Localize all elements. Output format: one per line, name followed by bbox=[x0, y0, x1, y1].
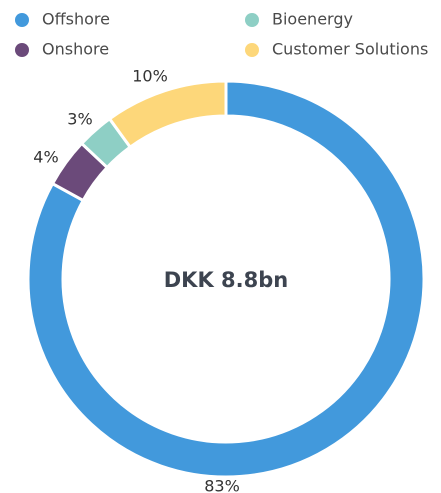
legend-marker bbox=[245, 43, 259, 57]
legend-label: Onshore bbox=[42, 40, 109, 59]
center-label: DKK 8.8bn bbox=[164, 268, 288, 292]
data-label: 83% bbox=[204, 477, 240, 493]
donut-segment bbox=[107, 79, 228, 150]
data-label: 10% bbox=[132, 67, 168, 86]
donut-segment bbox=[26, 79, 426, 479]
legend-marker bbox=[245, 13, 259, 27]
data-label: 3% bbox=[67, 110, 92, 129]
legend-label: Bioenergy bbox=[272, 10, 353, 29]
legend-marker bbox=[15, 13, 29, 27]
data-label: 4% bbox=[33, 148, 58, 167]
legend-label: Customer Solutions bbox=[272, 40, 428, 59]
legend-label: Offshore bbox=[42, 10, 110, 29]
legend-marker bbox=[15, 43, 29, 57]
